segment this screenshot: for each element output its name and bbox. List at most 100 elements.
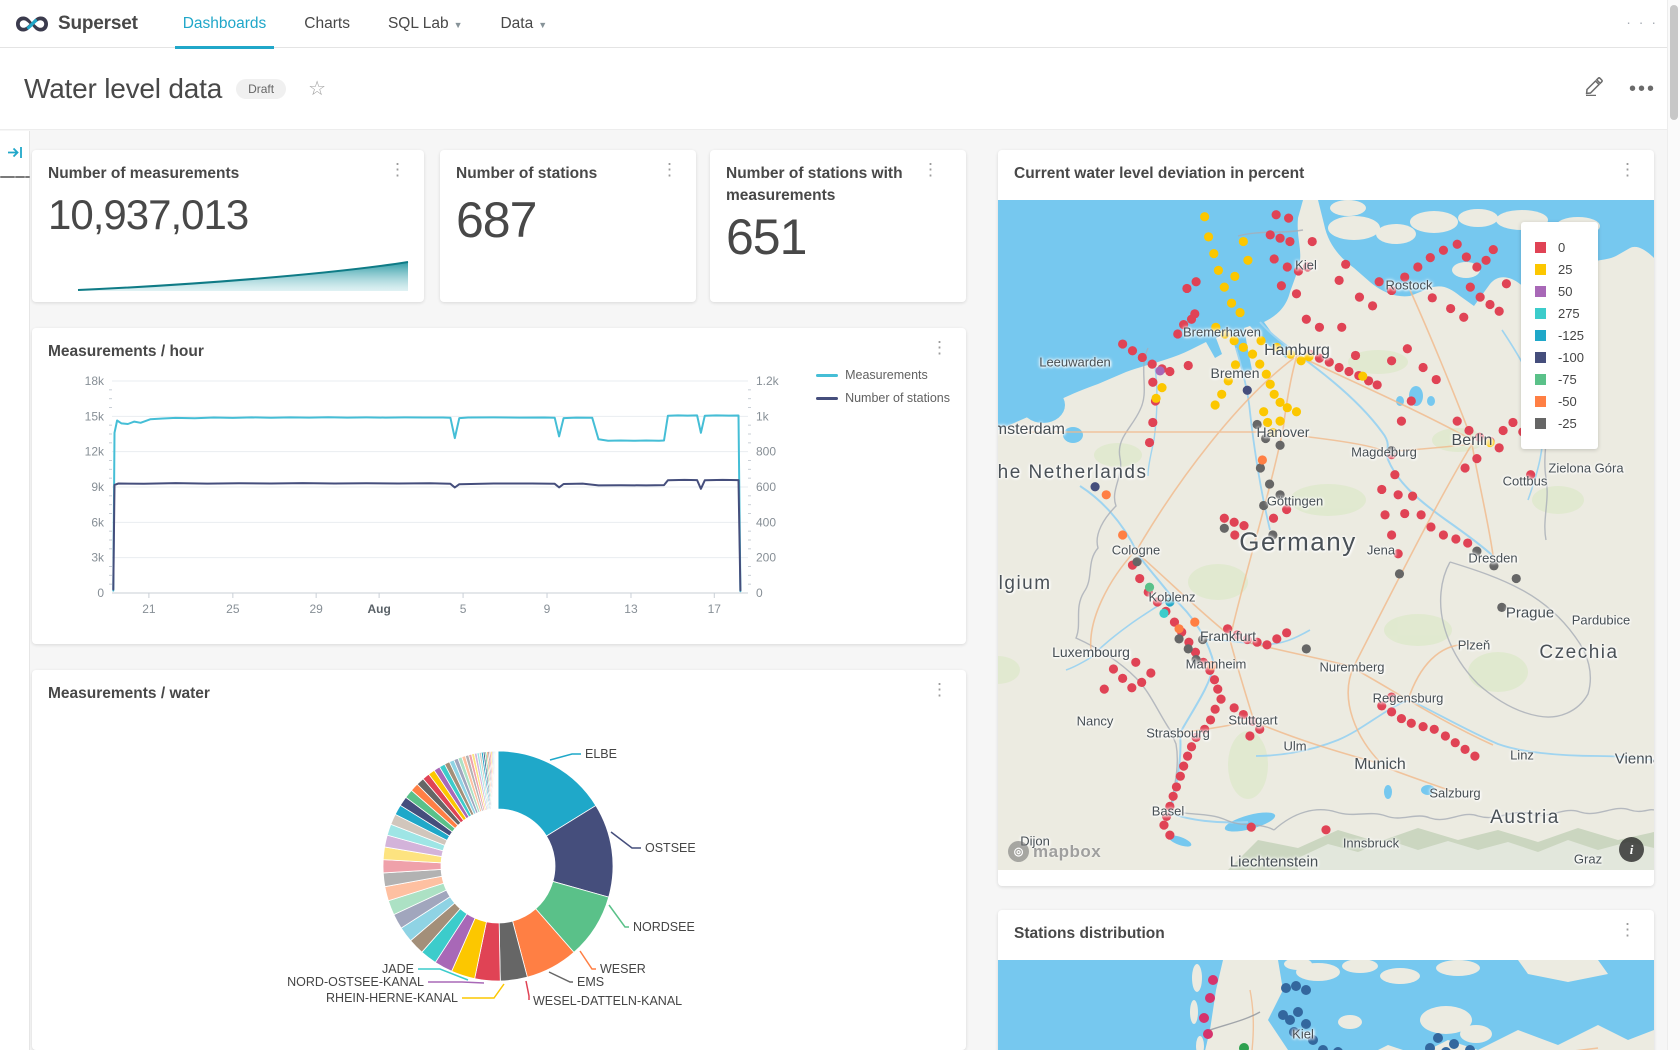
svg-text:OSTSEE: OSTSEE [645, 841, 696, 855]
svg-text:0: 0 [756, 586, 763, 600]
legend-swatch [1534, 242, 1546, 253]
legend-swatch [1534, 396, 1546, 407]
map-legend-item-0[interactable]: 0 [1534, 240, 1584, 255]
legend-swatch [1534, 418, 1546, 429]
legend-label: -75 [1557, 372, 1577, 387]
superset-logo-icon [16, 16, 48, 31]
card-title: Measurements / water [48, 685, 210, 702]
scrollbar-thumb[interactable] [1670, 5, 1678, 120]
kebab-menu-icon[interactable]: ⋮ [661, 160, 678, 179]
chart-card-water-level-deviation-map: Current water level deviation in percent… [998, 150, 1654, 886]
info-icon[interactable]: i [1619, 837, 1644, 862]
map-legend-item--125[interactable]: -125 [1534, 328, 1584, 343]
svg-text:800: 800 [756, 445, 776, 459]
legend-swatch [1534, 308, 1546, 319]
favorite-star-icon[interactable]: ☆ [308, 78, 327, 100]
legend-swatch [1534, 374, 1546, 385]
expand-filter-bar-icon[interactable] [0, 145, 30, 160]
svg-text:15k: 15k [85, 409, 105, 423]
svg-text:200: 200 [756, 551, 776, 565]
chevron-down-icon: ▼ [453, 19, 463, 30]
nav-item-charts[interactable]: Charts [304, 14, 350, 32]
nav-item-data[interactable]: Data ▼ [500, 14, 548, 32]
map-legend-item--100[interactable]: -100 [1534, 350, 1584, 365]
kpi-value: 687 [456, 192, 537, 249]
filter-bar-collapsed [0, 131, 30, 1050]
svg-text:17: 17 [708, 602, 722, 616]
header-actions: ••• [1584, 76, 1656, 101]
map-legend-item--50[interactable]: -50 [1534, 394, 1584, 409]
legend-swatch [1534, 352, 1546, 363]
kpi-card-stations: Number of stations ⋮ 687 [440, 150, 696, 302]
chevron-down-icon: ▼ [538, 19, 548, 30]
svg-text:NORDSEE: NORDSEE [633, 920, 695, 934]
chart-card-measurements-per-hour: Measurements / hour ⋮ Measurements Numbe… [32, 328, 966, 644]
svg-text:Aug: Aug [367, 602, 390, 616]
kpi-sparkline [77, 261, 409, 291]
kpi-value: 651 [726, 208, 807, 265]
legend-swatch [1534, 264, 1546, 275]
kebab-menu-icon[interactable]: ⋮ [389, 160, 406, 179]
ellipsis-menu-icon[interactable]: ••• [1628, 77, 1656, 100]
svg-text:1k: 1k [756, 409, 770, 423]
kebab-menu-icon[interactable]: ⋮ [922, 160, 939, 179]
kebab-menu-icon[interactable]: ⋮ [931, 338, 948, 357]
legend-swatch [1534, 330, 1546, 341]
map-legend-item-275[interactable]: 275 [1534, 306, 1584, 321]
map-legend-item-25[interactable]: 25 [1534, 262, 1584, 277]
map-legend: 0 25 50 275 -125 -100 -75 -50 -25 [1520, 222, 1598, 449]
svg-text:5: 5 [460, 602, 467, 616]
svg-text:3k: 3k [91, 551, 105, 565]
nav-items: Dashboards Charts SQL Lab ▼ Data ▼ [164, 0, 566, 49]
legend-label: -100 [1557, 350, 1584, 365]
svg-text:29: 29 [309, 602, 323, 616]
card-title: Number of measurements [48, 165, 240, 182]
nav-overflow-dots[interactable]: · · · [1626, 14, 1658, 30]
kebab-menu-icon[interactable]: ⋮ [1619, 160, 1636, 179]
svg-text:ELBE: ELBE [585, 747, 617, 761]
svg-text:13: 13 [624, 602, 638, 616]
kebab-menu-icon[interactable]: ⋮ [1619, 920, 1636, 939]
svg-text:12k: 12k [85, 445, 105, 459]
kebab-menu-icon[interactable]: ⋮ [931, 680, 948, 699]
germany-map[interactable]: Kiel Rostock Bremerhaven Hamburg Bremen Leeuw… [998, 200, 1654, 870]
svg-text:21: 21 [142, 602, 156, 616]
top-navbar: Superset Dashboards Charts SQL Lab ▼ Dat… [0, 0, 1680, 49]
mapbox-logo[interactable]: ◎ mapbox [1008, 841, 1101, 862]
superset-brand[interactable]: Superset [14, 12, 138, 36]
status-badge: Draft [236, 78, 287, 99]
page-scrollbar[interactable] [1667, 0, 1680, 1050]
svg-text:RHEIN-HERNE-KANAL: RHEIN-HERNE-KANAL [326, 991, 458, 1005]
card-title: Number of stations with measurements [726, 165, 903, 205]
chart-legend: Measurements Number of stations [816, 368, 950, 414]
chart-card-measurements-per-water: Measurements / water ⋮ ELBE OSTSEE NORDSEE… [32, 670, 966, 1050]
legend-label: 0 [1557, 240, 1566, 255]
svg-text:400: 400 [756, 515, 776, 529]
svg-text:WESEL-DATTELN-KANAL: WESEL-DATTELN-KANAL [533, 994, 682, 1008]
svg-text:9: 9 [544, 602, 551, 616]
svg-text:0: 0 [97, 586, 104, 600]
legend-label: -50 [1557, 394, 1577, 409]
legend-swatch [816, 396, 839, 400]
map-legend-item--75[interactable]: -75 [1534, 372, 1584, 387]
map-legend-item-50[interactable]: 50 [1534, 284, 1584, 299]
svg-text:18k: 18k [85, 374, 105, 388]
legend-item-measurements[interactable]: Measurements [816, 368, 950, 382]
svg-text:1.2k: 1.2k [756, 374, 780, 388]
nav-item-dashboards[interactable]: Dashboards [174, 0, 274, 49]
edit-pencil-icon[interactable] [1584, 76, 1603, 101]
kpi-card-measurements: Number of measurements ⋮ 10,937,013 [32, 150, 424, 302]
legend-item-number-of-stations[interactable]: Number of stations [816, 391, 950, 405]
legend-label: -125 [1557, 328, 1584, 343]
map-legend-item--25[interactable]: -25 [1534, 416, 1584, 431]
svg-text:25: 25 [226, 602, 240, 616]
legend-swatch [1534, 286, 1546, 297]
nav-item-sql-lab[interactable]: SQL Lab ▼ [387, 14, 463, 32]
svg-text:WESER: WESER [600, 962, 646, 976]
svg-text:EMS: EMS [577, 975, 604, 989]
filter-icon[interactable] [0, 174, 30, 180]
card-title: Stations distribution [1014, 925, 1165, 942]
